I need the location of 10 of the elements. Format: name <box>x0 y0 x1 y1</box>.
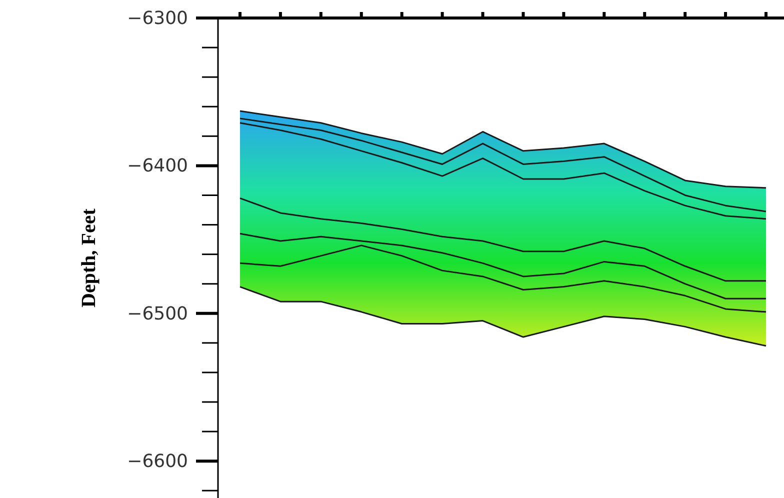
y-tick-label: −6400 <box>127 156 188 177</box>
line-series <box>239 110 767 189</box>
line-series <box>239 244 767 313</box>
line-series <box>239 197 767 282</box>
y-tick-label: −6500 <box>127 303 188 324</box>
y-tick-label: −6300 <box>127 8 188 30</box>
y-tick-label: −6600 <box>127 451 188 472</box>
y-axis-title: Depth, Feet <box>78 208 100 308</box>
line-series <box>239 232 767 300</box>
line-series <box>239 286 767 347</box>
